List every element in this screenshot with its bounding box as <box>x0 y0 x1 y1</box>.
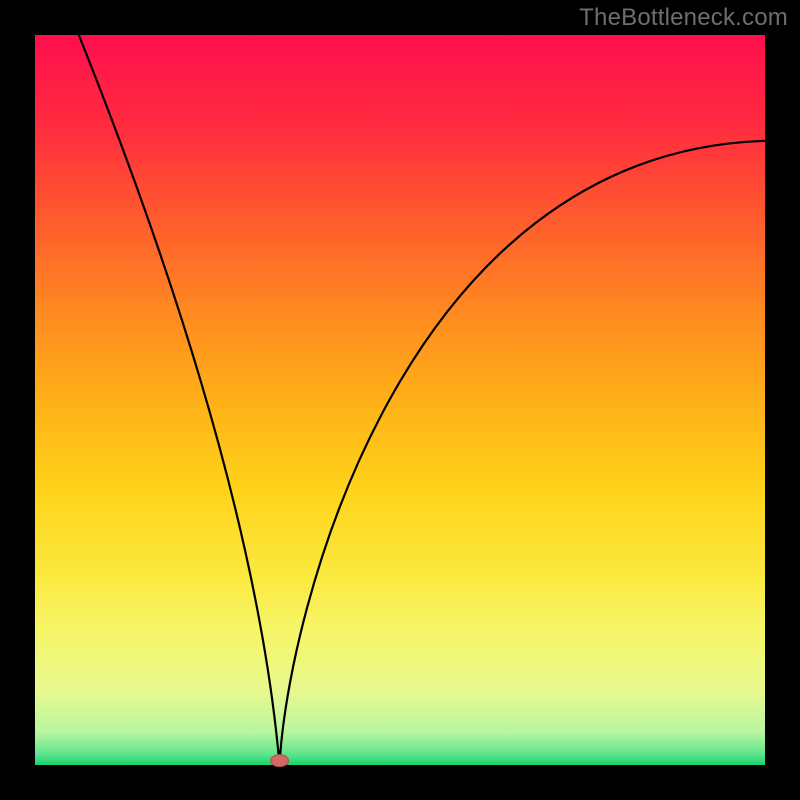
watermark-text: TheBottleneck.com <box>579 4 788 32</box>
bottleneck-chart <box>0 0 800 800</box>
curve-vertex-marker <box>271 755 289 767</box>
plot-gradient-background <box>35 35 765 765</box>
